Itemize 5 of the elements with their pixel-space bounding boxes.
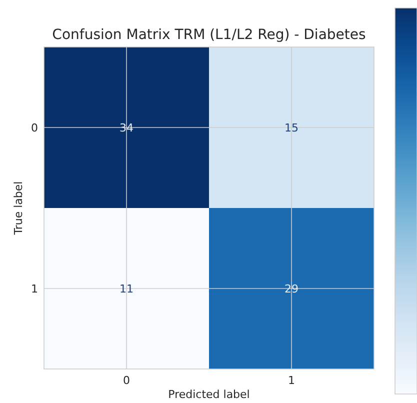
y-axis-title: True label — [12, 181, 25, 236]
data-label: 15 — [284, 122, 298, 134]
data-label: 11 — [120, 282, 134, 296]
chart-title: Confusion Matrix TRM (L1/L2 Reg) - Diabetes — [52, 27, 366, 43]
x-axis-title: Predicted label — [168, 388, 250, 401]
